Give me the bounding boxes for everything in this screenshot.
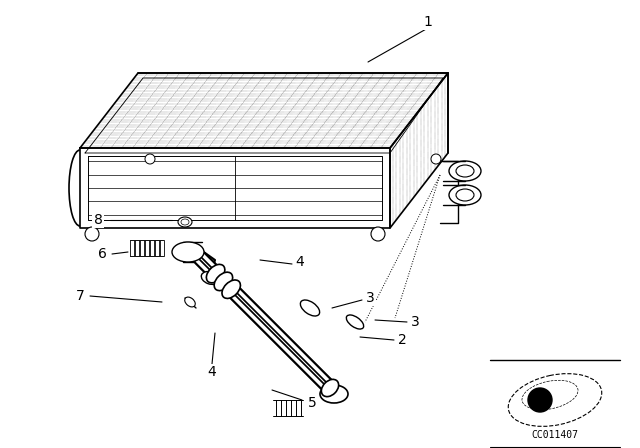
Bar [145, 240, 149, 256]
Ellipse shape [202, 271, 219, 284]
Ellipse shape [522, 380, 578, 410]
Bar [160, 240, 164, 256]
Bar [130, 240, 134, 256]
Ellipse shape [508, 374, 602, 426]
Text: 3: 3 [411, 315, 419, 329]
Ellipse shape [222, 280, 241, 298]
Text: 4: 4 [296, 255, 305, 269]
Ellipse shape [214, 272, 232, 291]
Text: 7: 7 [76, 289, 84, 303]
Circle shape [528, 388, 552, 412]
Circle shape [85, 227, 99, 241]
Text: 1: 1 [424, 15, 433, 29]
Ellipse shape [178, 217, 192, 227]
Ellipse shape [185, 297, 195, 307]
Ellipse shape [172, 242, 204, 262]
Text: 4: 4 [207, 365, 216, 379]
Bar [140, 240, 144, 256]
Text: 5: 5 [308, 396, 316, 410]
Text: 2: 2 [397, 333, 406, 347]
Bar [135, 240, 139, 256]
Text: 6: 6 [97, 247, 106, 261]
Ellipse shape [346, 315, 364, 329]
Circle shape [145, 154, 155, 164]
Bar [155, 240, 159, 256]
Text: 3: 3 [365, 291, 374, 305]
Ellipse shape [181, 219, 189, 225]
Ellipse shape [456, 165, 474, 177]
Ellipse shape [320, 385, 348, 403]
Ellipse shape [449, 161, 481, 181]
Ellipse shape [206, 264, 225, 283]
Circle shape [431, 154, 441, 164]
Ellipse shape [300, 300, 319, 316]
Ellipse shape [449, 185, 481, 205]
Ellipse shape [321, 379, 339, 396]
Ellipse shape [456, 189, 474, 201]
Text: CC011407: CC011407 [531, 430, 579, 440]
Text: 8: 8 [93, 213, 102, 227]
Circle shape [371, 227, 385, 241]
Bar [150, 240, 154, 256]
